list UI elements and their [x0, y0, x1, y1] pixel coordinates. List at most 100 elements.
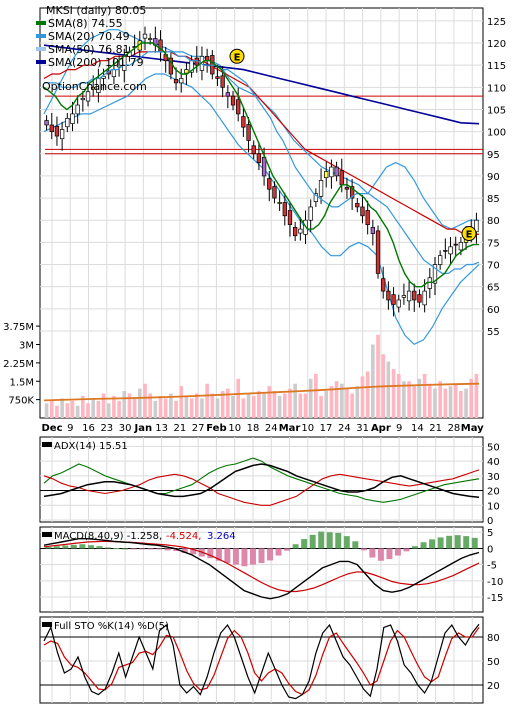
volume-bar: [210, 393, 215, 418]
volume-bar: [81, 395, 85, 418]
volume-bar: [200, 398, 204, 418]
sto-k-line: [43, 623, 480, 700]
candle-body: [70, 113, 75, 124]
macd-histogram-bar: [45, 546, 52, 549]
volume-bar: [132, 398, 137, 418]
candle-body: [91, 86, 96, 90]
adx-y-tick: 50: [487, 442, 500, 453]
candle-body: [59, 129, 65, 140]
x-tick-label: 23: [100, 423, 113, 434]
x-tick-label: 30: [119, 423, 132, 434]
macd-histogram-bar: [147, 548, 154, 550]
candle-body: [80, 98, 86, 101]
volume-bar: [376, 334, 380, 418]
candle-body: [427, 277, 432, 289]
volume-bar: [91, 398, 96, 418]
macd-histogram-bar: [207, 548, 214, 559]
volume-bar: [422, 373, 427, 418]
volume-bar: [469, 378, 474, 418]
volume-bar: [277, 395, 282, 418]
macd-histogram-value: 3.264: [207, 531, 236, 542]
x-tick-label: 28: [448, 423, 461, 434]
volume-y-tick: 3.75M: [3, 322, 34, 333]
volume-bar: [137, 388, 142, 418]
macd-histogram-bar: [232, 548, 239, 565]
volume-bar: [127, 393, 132, 418]
candle-body: [443, 250, 448, 252]
volume-bar: [438, 381, 442, 418]
legend-swatch: [36, 34, 46, 38]
volume-y-tick: 750K: [8, 396, 34, 407]
volume-bar: [86, 403, 90, 418]
volume-bar: [412, 386, 417, 418]
legend-label: SMA(8) 74.55: [48, 17, 123, 30]
macd-histogram-bar: [394, 548, 401, 556]
volume-bar: [205, 383, 209, 418]
price-sma50-line: [43, 51, 480, 235]
volume-bar: [112, 395, 116, 418]
macd-y-tick: -15: [487, 593, 503, 604]
price-y-tick: 105: [487, 105, 506, 116]
candle-body: [381, 278, 386, 292]
series-layer: [43, 26, 483, 700]
candle-body: [422, 290, 427, 306]
x-tick-label: Jan: [134, 423, 153, 434]
volume-bar: [70, 400, 75, 418]
macd-histogram-bar: [429, 539, 436, 549]
macd-histogram-bar: [292, 544, 299, 549]
candle-body: [375, 230, 381, 274]
volume-bar: [350, 393, 354, 418]
volume-bar: [402, 381, 406, 418]
volume-bar: [396, 373, 401, 418]
candle-body: [448, 246, 453, 255]
macd-histogram-bar: [164, 548, 171, 551]
candle-body: [298, 228, 303, 234]
volume-bar: [153, 400, 158, 418]
sto-d-line: [43, 627, 480, 696]
volume-bar: [241, 398, 246, 418]
volume-bar: [453, 383, 458, 418]
x-tick-label: 14: [411, 423, 424, 434]
adx-y-tick: 10: [487, 501, 500, 512]
adx-line: [43, 463, 480, 498]
macd-histogram-bar: [62, 545, 69, 549]
volume-bar: [96, 400, 101, 418]
x-tick-label: 10: [228, 423, 241, 434]
x-tick-label: Feb: [206, 423, 226, 434]
volume-bar: [262, 393, 266, 418]
candle-body: [417, 294, 422, 303]
candle-body: [339, 170, 344, 186]
candle-body: [412, 290, 417, 301]
volume-average-line: [43, 382, 480, 402]
macd-histogram-bar: [420, 542, 427, 549]
x-tick-label: 24: [338, 423, 351, 434]
candle-body: [318, 180, 324, 197]
x-tick-label: 18: [247, 423, 260, 434]
candle-body: [85, 91, 91, 102]
volume-y-tick: 1.5M: [9, 377, 34, 388]
volume-bar: [169, 393, 173, 418]
macd-histogram-bar: [437, 537, 444, 549]
volume-bar: [231, 395, 235, 418]
candle-body: [401, 295, 407, 298]
volume-bar: [257, 391, 261, 418]
macd-histogram-bar: [369, 548, 376, 558]
x-tick-label: 13: [155, 423, 168, 434]
volume-bar: [44, 403, 49, 418]
macd-histogram-bar: [326, 532, 333, 549]
volume-bar: [339, 383, 344, 418]
volume-bar: [329, 386, 334, 418]
adx-y-tick: 0: [487, 516, 493, 527]
macd-histogram-bar: [318, 531, 325, 549]
volume-bar: [55, 405, 59, 418]
volume-bar: [148, 393, 152, 418]
candle-body: [308, 206, 313, 221]
volume-bar: [163, 398, 168, 418]
macd-histogram-bar: [275, 548, 282, 556]
candle-body: [334, 166, 339, 177]
candle-body: [225, 92, 231, 97]
candle-body: [458, 242, 464, 251]
volume-bar: [427, 383, 432, 418]
macd-histogram-bar: [446, 535, 453, 549]
